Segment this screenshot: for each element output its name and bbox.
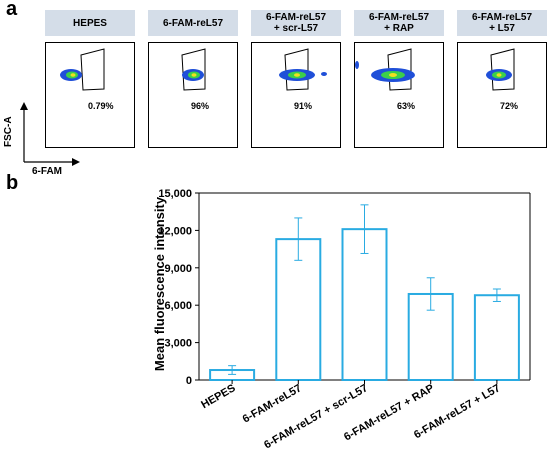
gate-percent-1: 0.79% [88, 101, 114, 111]
flow-header-2-line1: 6-FAM-reL57 [162, 17, 223, 29]
flow-x-axis-label: 6-FAM [32, 166, 62, 177]
cell-cloud-core [496, 73, 502, 77]
flow-plot-2-svg [181, 48, 206, 91]
flow-plot-3: 91% [251, 42, 341, 148]
gate-polygon [181, 48, 206, 91]
flow-y-axis-label: FSC-A [3, 116, 14, 147]
cell-cloud-core [70, 73, 76, 77]
y-tick-label: 9,000 [164, 263, 192, 275]
flow-header-3-line1: 6-FAM-reL57 [265, 12, 326, 23]
y-ticks: 0 3,000 6,000 9,000 12,000 15,000 [158, 188, 199, 387]
bars [209, 204, 520, 382]
flow-plot-4: 63% [354, 42, 444, 148]
flow-header-5: 6-FAM-reL57 + L57 [457, 10, 547, 36]
cell-cloud-core [294, 73, 300, 77]
y-axis-label: Mean fluorescence intensity [152, 196, 167, 371]
gate-polygon [80, 48, 105, 91]
flow-header-1: HEPES [45, 10, 135, 36]
cell-cloud-edge [355, 61, 359, 69]
y-axis-arrowhead [20, 102, 28, 110]
x-tick-label: HEPES [199, 382, 237, 411]
x-tick-label: 6-FAM-reL57 [241, 382, 304, 425]
flow-plot-5-svg [486, 48, 515, 91]
flow-header-4-line1: 6-FAM-reL57 [368, 12, 429, 23]
cell-cloud-outlier [321, 72, 327, 76]
flow-plot-5: 72% [457, 42, 547, 148]
panel-a-letter: a [6, 0, 18, 20]
flow-header-4: 6-FAM-reL57 + RAP [354, 10, 444, 36]
flow-plot-1-svg [60, 48, 105, 91]
bar-chart: 0 3,000 6,000 9,000 12,000 15,000 HEPES 6-FAM-… [152, 188, 531, 451]
gate-percent-5: 72% [500, 101, 519, 111]
flow-axis-arrows [20, 102, 80, 166]
y-tick-label: 0 [186, 375, 192, 387]
flow-plot-1: 0.79% [45, 42, 135, 148]
y-tick-label: 3,000 [164, 338, 192, 350]
cell-cloud-core [191, 73, 197, 77]
flow-plot-3-svg [279, 48, 327, 91]
cell-cloud-core [389, 73, 397, 77]
flow-plot-4-svg [355, 48, 415, 91]
flow-header-2: 6-FAM-reL57 [148, 10, 238, 36]
y-tick-label: 15,000 [158, 188, 192, 200]
flow-header-5-line2: + L57 [489, 23, 515, 34]
gate-percent-2: 96% [191, 101, 210, 111]
flow-plot-2: 96% [148, 42, 238, 148]
panel-b-letter: b [6, 172, 19, 194]
y-tick-label: 12,000 [158, 225, 192, 237]
flow-header-4-line2: + RAP [384, 23, 414, 34]
flow-header-1-line1: HEPES [73, 17, 107, 29]
bar [473, 294, 520, 381]
flow-header-3-line2: + scr-L57 [273, 23, 319, 34]
flow-header-3: 6-FAM-reL57 + scr-L57 [251, 10, 341, 36]
gate-percent-4: 63% [397, 101, 416, 111]
y-tick-label: 6,000 [164, 300, 192, 312]
flow-header-5-line1: 6-FAM-reL57 [471, 12, 532, 23]
x-axis-arrowhead [72, 158, 80, 166]
gate-percent-3: 91% [294, 101, 313, 111]
